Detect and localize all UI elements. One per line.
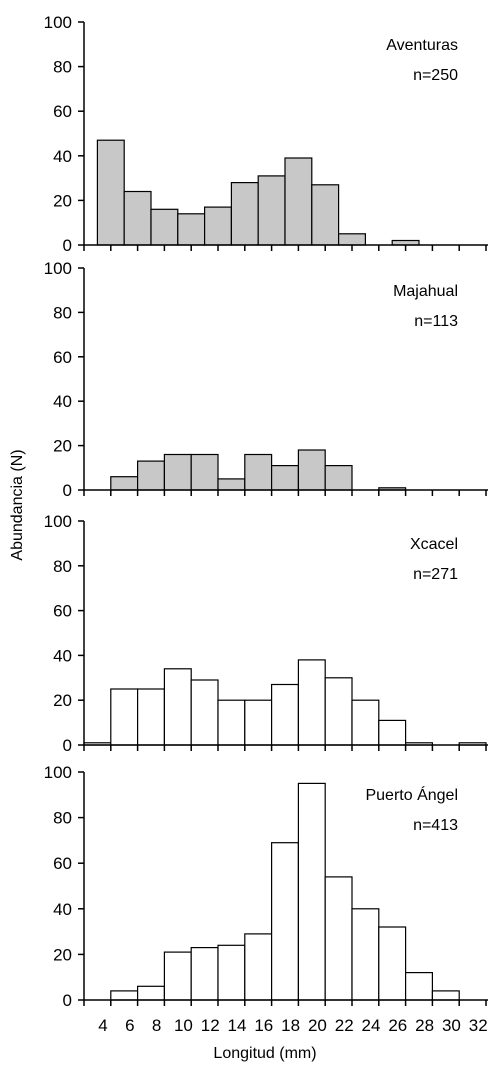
bar-1-5	[244, 453, 273, 491]
bar-3-1	[137, 985, 166, 1001]
bar-0-8	[311, 184, 340, 246]
x-tick-label: 32	[469, 1016, 488, 1035]
y-tick-label: 0	[63, 991, 72, 1010]
y-tick-label: 20	[53, 691, 72, 710]
x-tick-label: 20	[308, 1016, 327, 1035]
y-tick-label: 80	[53, 58, 72, 77]
bar-3-8	[324, 876, 353, 1001]
bar-3-2	[163, 951, 192, 1001]
bar-2-5	[217, 699, 246, 746]
x-tick-label: 4	[98, 1016, 107, 1035]
y-tick-label: 40	[53, 646, 72, 665]
x-tick-label: 22	[335, 1016, 354, 1035]
n-label: n=413	[413, 817, 458, 834]
bar-3-5	[244, 933, 273, 1001]
bar-2-2	[137, 688, 166, 746]
x-tick-label: 26	[388, 1016, 407, 1035]
y-tick-label: 60	[53, 348, 72, 367]
x-tick-label: 28	[415, 1016, 434, 1035]
bar-3-9	[351, 908, 380, 1001]
y-axis-title: Abundancia (N)	[9, 449, 26, 560]
bar-0-2	[150, 208, 179, 246]
x-tick-label: 12	[201, 1016, 220, 1035]
x-tick-label: 18	[281, 1016, 300, 1035]
bar-3-6	[271, 842, 300, 1001]
bar-2-10	[351, 699, 380, 746]
bar-2-8	[297, 659, 326, 746]
bar-2-6	[244, 699, 273, 746]
bar-3-7	[297, 782, 326, 1001]
bar-0-7	[284, 157, 313, 246]
bar-3-10	[378, 926, 407, 1001]
bar-2-4	[190, 679, 219, 746]
y-tick-label: 100	[44, 512, 72, 531]
n-label: n=113	[414, 313, 458, 330]
bar-1-4	[217, 478, 246, 491]
y-tick-label: 0	[63, 236, 72, 255]
bar-2-9	[324, 677, 353, 746]
y-tick-label: 100	[44, 259, 72, 278]
x-tick-label: 10	[174, 1016, 193, 1035]
bar-0-6	[257, 175, 286, 246]
bar-1-7	[297, 449, 326, 491]
x-tick-labels: 4 6 8 10 12 14 16 18 20 22 24 26 28 30 32	[98, 1016, 487, 1035]
bar-3-4	[217, 944, 246, 1001]
y-tick-label: 100	[44, 763, 72, 782]
site-label: Xcacel	[410, 536, 458, 553]
bar-1-2	[163, 453, 192, 491]
n-label: n=271	[413, 566, 458, 583]
bar-0-9	[338, 233, 367, 246]
bar-1-6	[271, 465, 300, 491]
site-label: Aventuras	[386, 37, 458, 54]
panel-2: 0 20 40 60 80 100 Xcacel n=271	[44, 512, 488, 755]
y-tick-label: 20	[53, 945, 72, 964]
y-tick-label: 40	[53, 392, 72, 411]
bar-1-0	[110, 476, 139, 491]
n-label: n=250	[413, 67, 458, 84]
y-tick-label: 80	[53, 809, 72, 828]
bar-2-3	[163, 668, 192, 746]
y-tick-label: 0	[63, 736, 72, 755]
y-tick-label: 60	[53, 854, 72, 873]
x-tick-label: 6	[125, 1016, 134, 1035]
site-label: Puerto Ángel	[365, 785, 458, 804]
y-tick-label: 40	[53, 900, 72, 919]
bar-3-0	[110, 990, 139, 1001]
x-tick-label: 30	[442, 1016, 461, 1035]
y-tick-label: 20	[53, 191, 72, 210]
panel-0: 0 20 40 60 80 100 Aventuras n=250	[44, 13, 488, 255]
bar-2-11	[378, 719, 407, 746]
panel-1: 0 20 40 60 80 100 Majahual n=113	[44, 259, 488, 500]
y-tick-label: 80	[53, 557, 72, 576]
bar-0-3	[177, 213, 206, 246]
x-tick-label: 8	[152, 1016, 161, 1035]
bar-0-5	[230, 182, 259, 246]
x-tick-label: 16	[254, 1016, 273, 1035]
site-label: Majahual	[393, 283, 458, 300]
bar-2-7	[271, 683, 300, 746]
y-tick-label: 60	[53, 102, 72, 121]
bar-2-1	[110, 688, 139, 746]
y-tick-label: 100	[44, 13, 72, 32]
bar-0-1	[123, 190, 152, 246]
y-tick-label: 60	[53, 602, 72, 621]
bar-1-3	[190, 453, 219, 491]
x-tick-label: 24	[362, 1016, 381, 1035]
bar-0-0	[96, 139, 125, 246]
bar-1-8	[324, 465, 353, 491]
panels: 0 20 40 60 80 100 Aventuras n=250 0 20 40 60 80 100 Ma…	[44, 13, 488, 1010]
y-tick-label: 20	[53, 437, 72, 456]
panel-3: 0 20 40 60 80 100 Puerto Ángel n=413	[44, 763, 488, 1010]
y-tick-label: 0	[63, 481, 72, 500]
bar-1-1	[137, 460, 166, 491]
bar-3-11	[405, 971, 434, 1001]
bar-0-4	[204, 206, 233, 246]
x-axis-title: Longitud (mm)	[213, 1045, 316, 1062]
y-tick-label: 80	[53, 303, 72, 322]
x-tick-label: 14	[228, 1016, 247, 1035]
bar-3-12	[431, 990, 460, 1001]
bar-3-3	[190, 946, 219, 1001]
y-tick-label: 40	[53, 147, 72, 166]
